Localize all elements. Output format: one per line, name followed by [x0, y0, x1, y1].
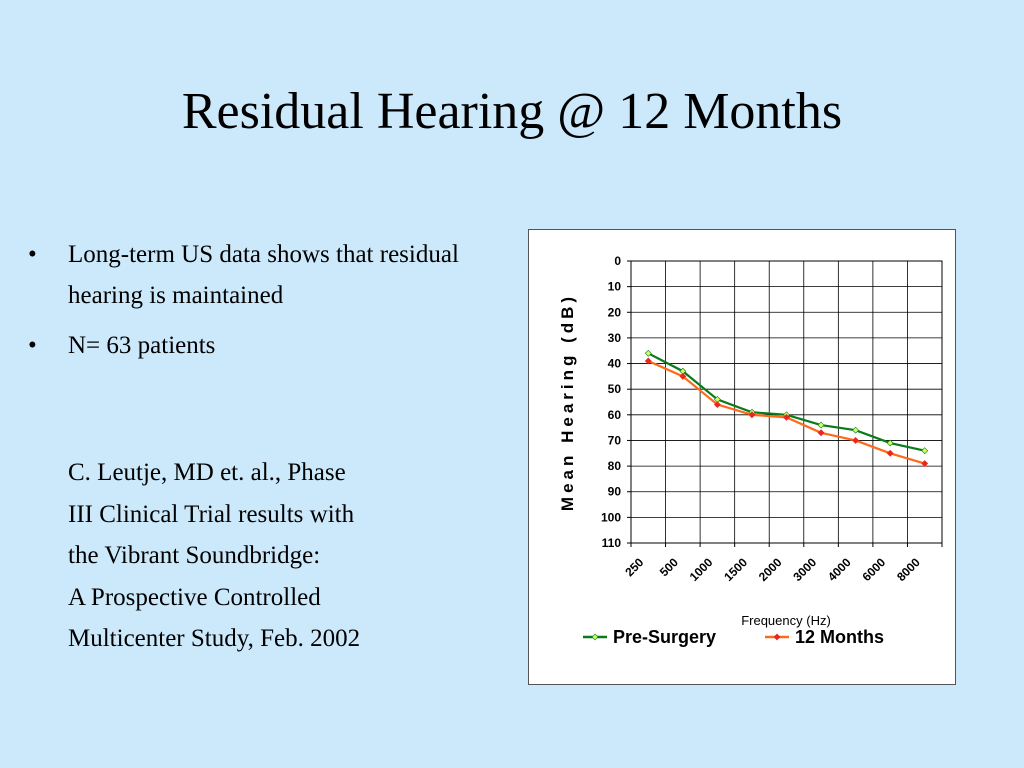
x-tick-label: 6000: [860, 555, 889, 584]
y-tick-label: 20: [608, 305, 622, 319]
data-point: [921, 460, 929, 467]
y-tick-label: 110: [602, 536, 622, 550]
y-axis-label: Mean Hearing (dB): [558, 293, 577, 511]
plot-area: [630, 260, 943, 544]
y-tick-label: 70: [608, 433, 622, 447]
bullet-text: Long-term US data shows that residual he…: [68, 241, 459, 309]
data-point: [921, 447, 929, 455]
slide-title: Residual Hearing @ 12 Months: [181, 83, 843, 140]
citation-line: C. Leutje, MD et. al., Phase: [68, 459, 346, 486]
y-tick-label: 10: [608, 280, 622, 294]
citation-line: Multicenter Study, Feb. 2002: [68, 625, 361, 652]
x-tick-label: 2000: [756, 555, 785, 584]
x-tick-label: 1500: [721, 555, 750, 584]
x-tick-label: 1000: [687, 555, 716, 584]
y-tick-label: 60: [608, 408, 622, 422]
y-tick-label: 40: [608, 357, 622, 371]
bullet-list: • Long-term US data shows that residual …: [28, 234, 488, 366]
data-point: [679, 372, 687, 380]
data-point: [852, 437, 860, 444]
x-tick-label: 500: [657, 555, 681, 579]
bullet-item: • Long-term US data shows that residual …: [28, 234, 488, 316]
y-tick-label: 90: [608, 485, 622, 499]
citation: C. Leutje, MD et. al., Phase III Clinica…: [68, 452, 488, 660]
y-tick-label: 80: [608, 459, 622, 473]
y-tick-label: 30: [608, 331, 622, 345]
data-point: [713, 401, 721, 408]
data-point: [783, 413, 790, 421]
legend-swatch-marker: [591, 633, 599, 641]
citation-line: A Prospective Controlled: [68, 583, 321, 611]
legend-swatch-marker: [773, 633, 781, 641]
data-point: [852, 426, 860, 434]
citation-line: the Vibrant Soundbridge:: [68, 542, 321, 569]
data-point: [886, 439, 894, 447]
data-point: [817, 429, 825, 437]
data-point: [644, 349, 652, 357]
data-point: [748, 411, 756, 419]
bullet-text: N= 63 patients: [68, 332, 216, 359]
y-tick-label: 50: [608, 382, 622, 396]
bullet-item: • N= 63 patients: [28, 325, 488, 366]
x-axis-label: Frequency (Hz): [741, 613, 831, 628]
data-point: [817, 421, 825, 429]
data-point: [886, 449, 894, 457]
x-tick-label: 4000: [825, 555, 854, 584]
legend-label: 12 Months: [795, 627, 884, 647]
chart-frame: 0 10 20 30 40 50 60 70 80 90 100 110 250 500 1000 1500 2…: [528, 229, 956, 685]
x-tick-label: 250: [622, 555, 646, 579]
citation-line: III Clinical Trial results with: [68, 500, 355, 528]
y-tick-label: 100: [601, 510, 621, 524]
x-tick-label: 3000: [790, 555, 819, 584]
x-tick-label: 8000: [894, 555, 923, 584]
bullet-dot: •: [28, 241, 37, 268]
data-point: [644, 357, 652, 365]
y-tick-label: 0: [614, 254, 621, 268]
legend-label: Pre-Surgery: [613, 627, 716, 647]
bullet-dot: •: [28, 332, 37, 359]
